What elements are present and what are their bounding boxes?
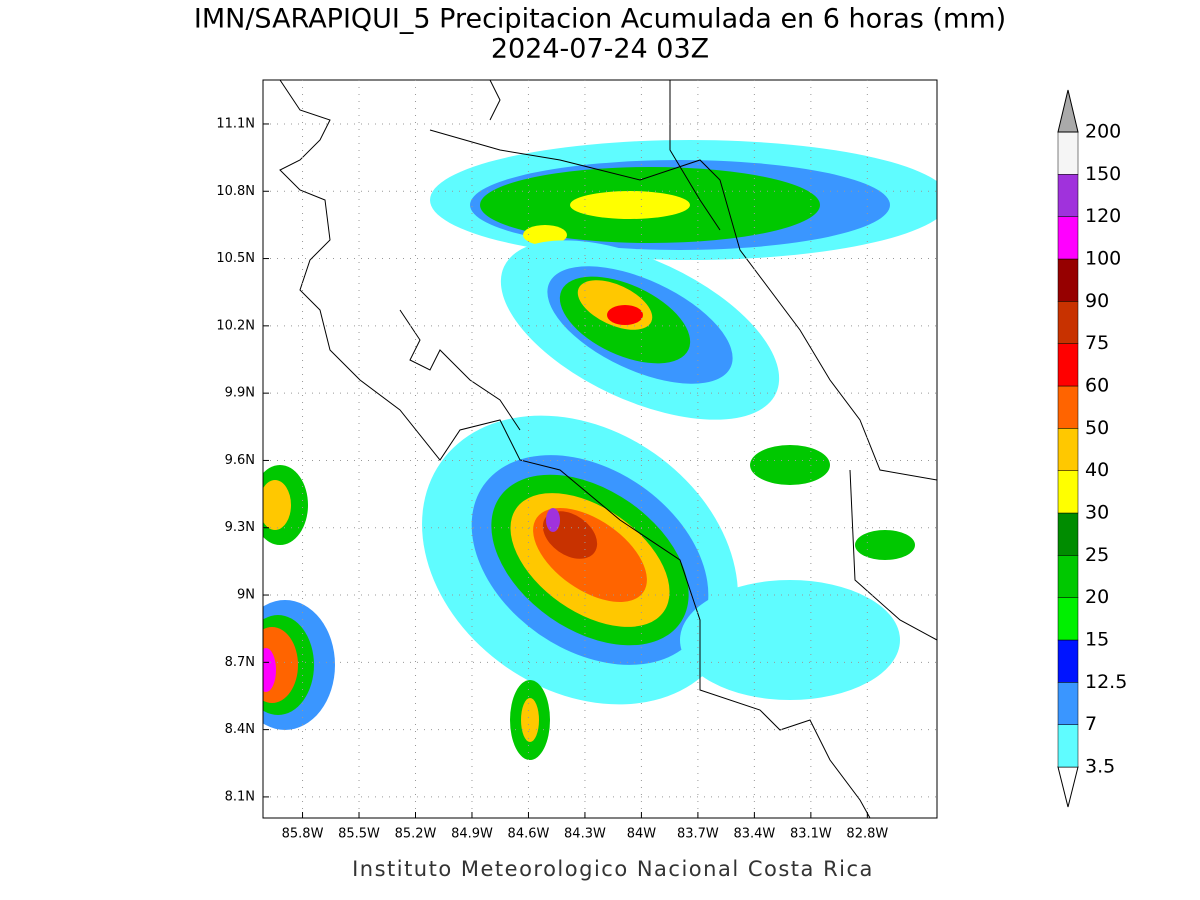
colorbar-box: [1057, 301, 1079, 344]
y-tick-label: 8.7N: [225, 655, 255, 670]
colorbar-box: [1057, 385, 1079, 429]
colorbar-box: [1057, 555, 1079, 598]
precip-field: [263, 80, 937, 818]
y-tick-label: 9.3N: [225, 520, 255, 535]
colorbar-under: [1057, 766, 1079, 808]
x-tick-label: 84.9W: [451, 827, 493, 842]
colorbar-label: 12.5: [1085, 671, 1127, 693]
x-tick-label: 84W: [627, 827, 657, 842]
colorbar-box: [1057, 597, 1079, 641]
x-tick-label: 85.8W: [282, 827, 324, 842]
colorbar-box: [1057, 174, 1079, 217]
colorbar-over: [1057, 89, 1079, 133]
colorbar-label: 75: [1085, 332, 1109, 354]
colorbar-label: 7: [1085, 713, 1097, 735]
colorbar-box: [1057, 512, 1079, 556]
colorbar-box: [1057, 343, 1079, 387]
x-tick-label: 85.2W: [395, 827, 437, 842]
colorbar-box: [1057, 131, 1079, 175]
colorbar-label: 90: [1085, 290, 1109, 312]
colorbar-label: 120: [1085, 205, 1121, 227]
x-tick-label: 83.4W: [733, 827, 775, 842]
y-tick-label: 8.4N: [225, 722, 255, 737]
colorbar-box: [1057, 258, 1079, 302]
y-tick-label: 10.5N: [216, 251, 255, 266]
y-tick-label: 11.1N: [216, 116, 255, 131]
colorbar-label: 20: [1085, 586, 1109, 608]
y-tick-label: 9.9N: [225, 386, 255, 401]
title: IMN/SARAPIQUI_5 Precipitacion Acumulada …: [194, 4, 1006, 35]
colorbar-box: [1057, 428, 1079, 471]
x-tick-label: 84.3W: [564, 827, 606, 842]
colorbar-box: [1057, 682, 1079, 725]
subtitle: 2024-07-24 03Z: [491, 34, 709, 65]
x-tick-label: 84.6W: [508, 827, 550, 842]
footer: Instituto Meteorologico Nacional Costa R…: [352, 857, 874, 881]
colorbar-label: 100: [1085, 248, 1121, 270]
colorbar-box: [1057, 724, 1079, 768]
y-tick-label: 10.2N: [216, 318, 255, 333]
colorbar-label: 150: [1085, 163, 1121, 185]
colorbar-label: 200: [1085, 121, 1121, 143]
x-tick-label: 83.7W: [677, 827, 719, 842]
colorbar-box: [1057, 639, 1079, 683]
x-tick-label: 83.1W: [790, 827, 832, 842]
map-frame: [262, 79, 938, 819]
colorbar-box: [1057, 216, 1079, 260]
x-tick-label: 82.8W: [846, 827, 888, 842]
colorbar-box: [1057, 470, 1079, 514]
colorbar-label: 40: [1085, 459, 1109, 481]
colorbar-label: 30: [1085, 502, 1109, 524]
colorbar-label: 50: [1085, 417, 1109, 439]
x-tick-label: 85.5W: [338, 827, 380, 842]
y-tick-label: 9.6N: [225, 453, 255, 468]
colorbar-label: 3.5: [1085, 756, 1115, 778]
colorbar-label: 15: [1085, 629, 1109, 651]
y-tick-label: 8.1N: [225, 789, 255, 804]
colorbar-label: 25: [1085, 544, 1109, 566]
colorbar-label: 60: [1085, 375, 1109, 397]
y-tick-label: 10.8N: [216, 184, 255, 199]
coastlines: [279, 80, 937, 818]
y-tick-label: 9N: [237, 588, 255, 603]
